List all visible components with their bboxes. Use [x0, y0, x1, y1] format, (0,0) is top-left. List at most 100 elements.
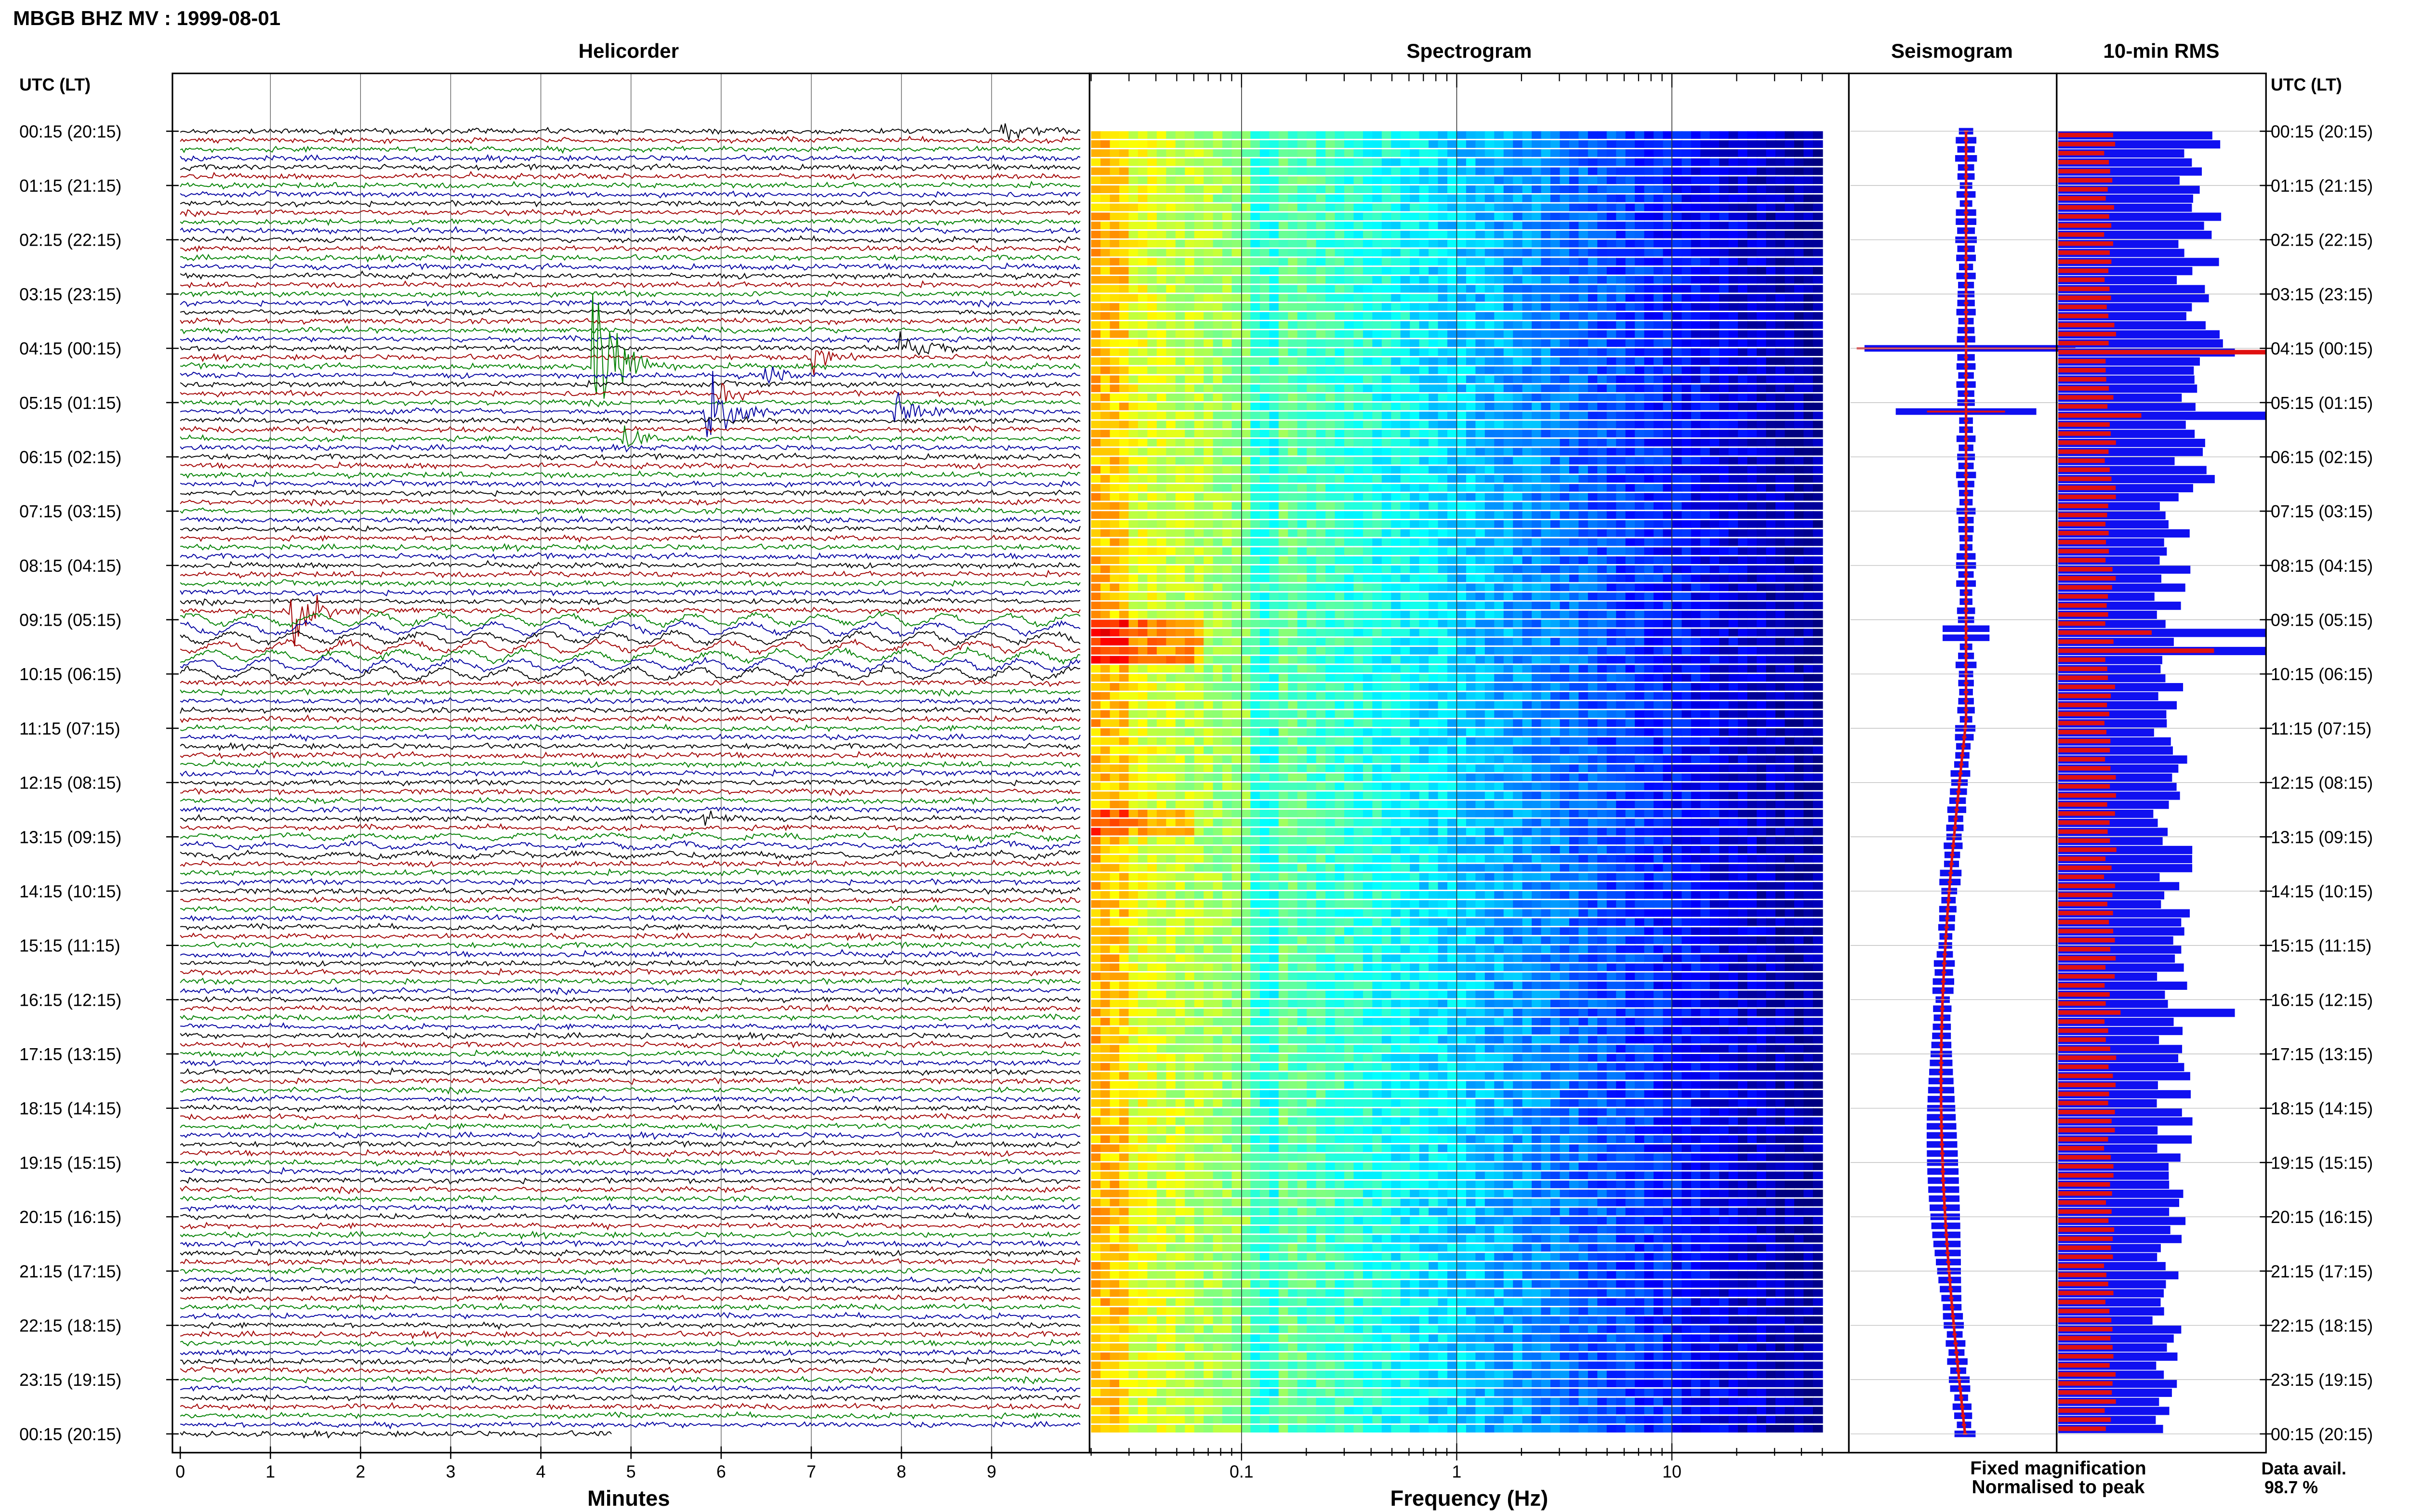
spectrogram-cell — [1588, 348, 1598, 356]
spectrogram-cell — [1447, 574, 1457, 582]
spectrogram-cell — [1372, 357, 1383, 365]
spectrogram-cell — [1410, 176, 1420, 184]
spectrogram-cell — [1560, 285, 1570, 293]
spectrogram-cell — [1794, 583, 1804, 592]
spectrogram-cell — [1719, 674, 1730, 682]
spectrogram-cell — [1766, 158, 1776, 166]
spectrogram-cell — [1494, 167, 1505, 175]
spectrogram-cell — [1738, 276, 1748, 284]
spectrogram-cell — [1644, 366, 1655, 374]
spectrogram-cell — [1616, 556, 1626, 564]
spectrogram-cell — [1316, 312, 1326, 320]
spectrogram-cell — [1569, 230, 1579, 238]
spectrogram-cell — [1278, 321, 1289, 329]
spectrogram-cell — [1494, 176, 1505, 184]
spectrogram-cell — [1803, 438, 1814, 447]
spectrogram-cell — [1541, 629, 1551, 637]
spectrogram-cell — [1400, 366, 1411, 374]
spectrogram-cell — [1194, 438, 1204, 447]
spectrogram-cell — [1747, 267, 1758, 275]
helicorder-trace — [180, 1058, 1081, 1067]
spectrogram-cell — [1138, 583, 1148, 592]
spectrogram-cell — [1681, 556, 1692, 564]
spectrogram-cell — [1429, 411, 1439, 420]
spectrogram-cell — [1185, 303, 1195, 311]
spectrogram-cell — [1766, 457, 1776, 465]
spectrogram-cell — [1709, 303, 1720, 311]
spectrogram-cell — [1147, 402, 1158, 410]
spectrogram-cell — [1775, 610, 1786, 618]
spectrogram-cell — [1156, 230, 1167, 238]
spectrogram-cell — [1757, 447, 1767, 456]
spectrogram-cell — [1456, 239, 1467, 248]
spectrogram-cell — [1757, 438, 1767, 447]
spectrogram-cell — [1100, 185, 1111, 193]
spectrogram-cell — [1550, 276, 1561, 284]
spectrogram-cell — [1775, 475, 1786, 483]
spectrogram-cell — [1475, 131, 1486, 139]
spectrogram-cell — [1757, 176, 1767, 184]
spectrogram-cell — [1606, 466, 1617, 474]
spectrogram-cell — [1194, 629, 1204, 637]
spectrogram-cell — [1128, 212, 1139, 221]
spectrogram-cell — [1597, 529, 1608, 537]
spectrogram-cell — [1316, 212, 1326, 221]
spectrogram-cell — [1391, 330, 1402, 338]
spectrogram-cell — [1138, 493, 1148, 501]
spectrogram-cell — [1194, 230, 1204, 238]
spectrogram-cell — [1532, 574, 1542, 582]
spectrogram-cell — [1363, 683, 1373, 691]
spectrogram-cell — [1316, 538, 1326, 546]
spectrogram-cell — [1588, 339, 1598, 347]
spectrogram-cell — [1635, 574, 1645, 582]
spectrogram-cell — [1578, 438, 1589, 447]
spectrogram-cell — [1259, 674, 1270, 682]
spectrogram-cell — [1456, 330, 1467, 338]
spectrogram-cell — [1681, 547, 1692, 555]
spectrogram-cell — [1466, 520, 1476, 528]
helicorder-trace — [180, 959, 1081, 968]
spectrogram-cell — [1766, 194, 1776, 202]
spectrogram-cell — [1719, 502, 1730, 510]
spectrogram-cell — [1241, 475, 1251, 483]
spectrogram-cell — [1691, 457, 1701, 465]
spectrogram-cell — [1700, 565, 1711, 573]
spectrogram-cell — [1307, 610, 1317, 618]
helicorder-trace — [180, 245, 1081, 254]
spectrogram-cell — [1316, 438, 1326, 447]
spectrogram-cell — [1466, 194, 1476, 202]
spectrogram-cell — [1128, 357, 1139, 365]
spectrogram-cell — [1719, 131, 1730, 139]
spectrogram-cell — [1438, 438, 1448, 447]
spectrogram-cell — [1654, 565, 1664, 573]
spectrogram-cell — [1269, 357, 1280, 365]
spectrogram-cell — [1419, 176, 1430, 184]
spectrogram-cell — [1447, 176, 1457, 184]
spectrogram-cell — [1766, 629, 1776, 637]
spectrogram-cell — [1503, 131, 1514, 139]
spectrogram-cell — [1400, 285, 1411, 293]
spectrogram-cell — [1400, 665, 1411, 673]
spectrogram-cell — [1175, 149, 1186, 157]
spectrogram-cell — [1100, 629, 1111, 637]
spectrogram-cell — [1447, 366, 1457, 374]
spectrogram-cell — [1757, 339, 1767, 347]
spectrogram-cell — [1091, 276, 1101, 284]
helicorder-trace — [180, 706, 1081, 715]
spectrogram-cell — [1522, 646, 1533, 655]
spectrogram-cell — [1344, 249, 1354, 257]
spectrogram-cell — [1560, 421, 1570, 429]
spectrogram-cell — [1335, 610, 1345, 618]
spectrogram-cell — [1541, 303, 1551, 311]
spectrogram-cell — [1794, 529, 1804, 537]
spectrogram-cell — [1100, 674, 1111, 682]
spectrogram-cell — [1175, 665, 1186, 673]
spectrogram-cell — [1484, 366, 1495, 374]
spectrogram-cell — [1391, 267, 1402, 275]
spectrogram-cell — [1316, 258, 1326, 266]
spectrogram-cell — [1429, 131, 1439, 139]
spectrogram-cell — [1391, 167, 1402, 175]
spectrogram-cell — [1372, 330, 1383, 338]
spectrogram-cell — [1091, 194, 1101, 202]
spectrogram-cell — [1785, 475, 1795, 483]
